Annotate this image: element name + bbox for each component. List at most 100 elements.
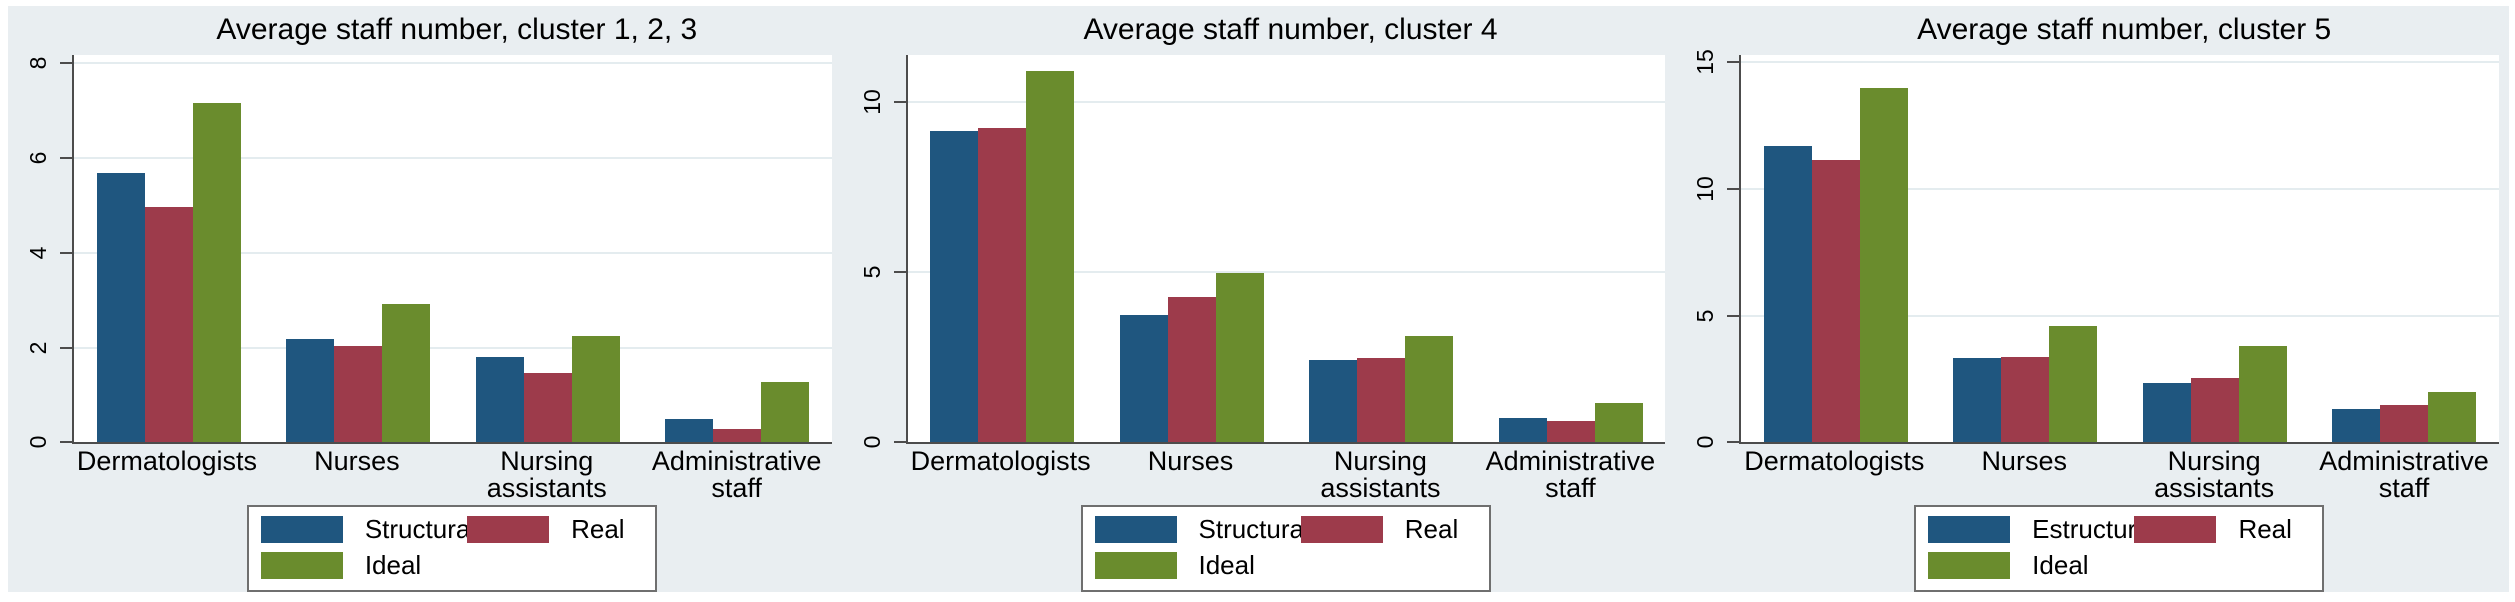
bar-real	[2001, 357, 2050, 443]
legend-label: Real	[1404, 514, 1459, 544]
bar-structural	[1309, 359, 1358, 443]
bar-group	[1476, 55, 1665, 443]
legend-entry-structural: Structural	[260, 514, 476, 545]
y-tick-label: 10	[858, 89, 885, 115]
title-row: Average staff number, cluster 1, 2, 3	[8, 6, 842, 55]
legend-entry-real: Real	[1300, 514, 1477, 545]
bar-structural	[664, 419, 713, 443]
bar-estructural	[2142, 383, 2191, 443]
bar-group	[453, 55, 642, 443]
gridline	[1741, 187, 2500, 190]
legend-label: Structural	[1198, 514, 1310, 544]
bar-real	[1357, 357, 1406, 443]
y-tick-mark	[893, 101, 906, 104]
title-row: Average staff number, cluster 4	[842, 6, 1676, 55]
chart-panel-cluster-4: Average staff number, cluster 4 0 5 10 Der…	[842, 6, 1676, 592]
gridline	[74, 251, 832, 254]
y-tick-label: 6	[24, 151, 51, 165]
bar-real	[1812, 159, 1861, 443]
bar-real	[712, 428, 761, 443]
y-tick-mark	[1727, 61, 1740, 64]
legend-entry-ideal: Ideal	[260, 550, 467, 581]
legend-swatch	[1928, 516, 2011, 543]
legend: Estructural Real Ideal	[1914, 505, 2325, 592]
bar-groups	[908, 55, 1666, 443]
figure-canvas: Average staff number, cluster 1, 2, 3 0 2…	[8, 6, 2509, 592]
bar-structural	[930, 131, 979, 443]
y-tick-mark	[893, 271, 906, 274]
plot-row: 0 5 10 15	[1692, 49, 2500, 449]
legend-swatch	[260, 516, 343, 543]
bar-groups	[1741, 55, 2499, 443]
x-category-label: Administrative staff	[1485, 446, 1656, 504]
gridline	[1741, 314, 2500, 317]
plot-row: 0 5 10	[858, 54, 1666, 449]
legend-entry-real: Real	[2134, 514, 2310, 545]
y-tick-mark	[60, 346, 72, 349]
bar-real	[1546, 420, 1595, 443]
y-tick-label: 0	[1691, 435, 1718, 449]
legend-row: Structural Real Ideal	[906, 505, 1666, 592]
bar-estructural	[1953, 358, 2002, 443]
gridline	[74, 157, 832, 160]
legend-swatch	[1094, 516, 1177, 543]
bar-group	[74, 55, 263, 443]
bar-group	[263, 55, 452, 443]
x-category-label: Nursing assistants	[486, 446, 607, 504]
y-tick-mark	[60, 157, 72, 160]
y-tick-label: 8	[24, 56, 51, 70]
legend-entry-real: Real	[467, 514, 643, 545]
y-tick-label: 5	[1691, 309, 1718, 322]
legend-label: Real	[2238, 514, 2292, 544]
bar-ideal	[2428, 391, 2477, 443]
bar-ideal	[2238, 346, 2287, 443]
bar-group	[1286, 55, 1475, 443]
x-category-label: Dermatologists	[1744, 446, 1925, 477]
title-row: Average staff number, cluster 5	[1675, 6, 2509, 55]
legend: Structural Real Ideal	[1080, 505, 1491, 592]
bar-group	[2120, 55, 2309, 443]
bar-real	[2190, 378, 2239, 443]
bar-structural	[96, 172, 145, 443]
legend-swatch	[1300, 516, 1383, 543]
gridline	[907, 101, 1666, 104]
x-category-label: Administrative staff	[2319, 446, 2489, 504]
legend-entry-estructural: Estructural	[1928, 514, 2156, 545]
x-category-label: Dermatologists	[76, 446, 257, 477]
y-tick-label: 10	[1691, 176, 1718, 202]
bar-ideal	[1405, 336, 1454, 443]
legend-label: Ideal	[364, 550, 422, 580]
gridline	[1741, 61, 2500, 64]
chart-title: Average staff number, cluster 1, 2, 3	[216, 13, 698, 47]
x-category-label: Nursing assistants	[1320, 446, 1441, 504]
y-tick-label: 0	[858, 435, 885, 449]
x-category-label: Nurses	[1147, 446, 1234, 477]
bar-structural	[475, 357, 524, 443]
chart-title: Average staff number, cluster 4	[1083, 13, 1498, 47]
x-category-label: Nurses	[1981, 446, 2067, 477]
legend-swatch	[260, 552, 343, 579]
chart-panel-cluster-1-2-3: Average staff number, cluster 1, 2, 3 0 2…	[8, 6, 842, 592]
y-tick-label: 2	[24, 341, 51, 354]
y-tick-mark	[60, 251, 72, 254]
bar-ideal	[571, 336, 620, 443]
bar-group	[642, 55, 831, 443]
legend-label: Ideal	[1198, 550, 1255, 580]
bar-groups	[74, 55, 832, 443]
legend-label: Structural	[364, 514, 477, 544]
plot-area: 0 2 4 6 8	[25, 54, 832, 449]
x-axis-labels: Dermatologists Nurses Nursing assistants Adm…	[906, 444, 1666, 505]
bar-estructural	[2332, 409, 2381, 443]
x-category-label: Administrative staff	[651, 446, 822, 504]
gridline	[74, 346, 832, 349]
y-tick-label: 0	[24, 435, 51, 449]
bar-ideal	[192, 103, 241, 443]
legend-swatch	[1094, 552, 1177, 579]
y-tick-label: 15	[1691, 49, 1718, 75]
legend-label: Ideal	[2032, 550, 2089, 580]
bar-group	[1097, 55, 1286, 443]
x-axis-labels: Dermatologists Nurses Nursing assistants Adm…	[1739, 444, 2499, 505]
legend-entry-ideal: Ideal	[1094, 550, 1301, 581]
bar-ideal	[1860, 88, 1909, 443]
bar-group	[2310, 55, 2499, 443]
